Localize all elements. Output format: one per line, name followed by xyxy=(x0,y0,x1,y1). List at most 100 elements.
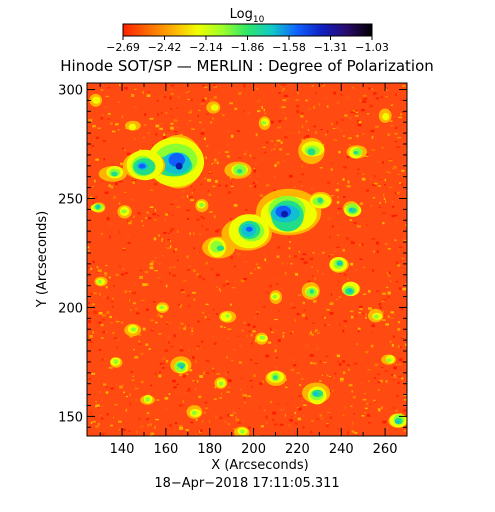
heatmap-speck xyxy=(360,360,363,362)
colorbar-tick-label: −1.58 xyxy=(272,41,306,54)
heatmap-speck xyxy=(151,144,153,147)
heatmap-speck xyxy=(175,422,177,425)
heatmap-speck xyxy=(205,372,210,374)
heatmap-speck xyxy=(95,404,100,407)
heatmap-speck xyxy=(393,374,396,377)
heatmap-speck xyxy=(220,325,223,328)
y-tick-label: 250 xyxy=(58,192,83,207)
heatmap-speck xyxy=(314,131,318,134)
heatmap-speck xyxy=(400,269,403,271)
heatmap-speck xyxy=(118,428,121,431)
polarization-feature xyxy=(388,413,407,428)
heatmap-speck xyxy=(341,119,345,121)
heatmap-speck xyxy=(401,162,404,165)
heatmap-speck xyxy=(149,206,154,208)
heatmap-speck xyxy=(145,283,149,286)
heatmap-speck xyxy=(265,421,268,425)
heatmap-speck xyxy=(314,331,317,333)
heatmap-speck xyxy=(352,396,356,399)
heatmap-speck xyxy=(402,85,406,87)
heatmap-speck xyxy=(346,155,350,159)
heatmap-speck xyxy=(255,263,259,266)
heatmap-speck xyxy=(300,258,305,260)
heatmap-speck xyxy=(178,425,183,428)
heatmap-speck xyxy=(274,143,278,146)
heatmap-speck xyxy=(179,331,181,333)
polarization-feature xyxy=(94,276,108,287)
heatmap-speck xyxy=(149,117,154,120)
heatmap-speck xyxy=(177,259,179,262)
heatmap-speck xyxy=(100,233,103,235)
polarization-feature xyxy=(341,281,361,297)
heatmap-speck xyxy=(192,380,196,382)
heatmap-speck xyxy=(165,407,168,411)
heatmap-speck xyxy=(307,280,311,284)
heatmap-speck xyxy=(214,415,218,419)
heatmap-speck xyxy=(179,349,184,352)
heatmap-speck xyxy=(398,287,402,290)
heatmap-speck xyxy=(347,278,349,280)
heatmap-speck xyxy=(131,94,135,97)
heatmap-speck xyxy=(395,93,397,96)
heatmap-speck xyxy=(187,218,190,220)
heatmap-speck xyxy=(164,349,168,352)
heatmap-speck xyxy=(139,131,141,135)
heatmap-speck xyxy=(165,284,168,288)
heatmap-speck xyxy=(403,399,407,401)
heatmap-speck xyxy=(212,367,214,369)
heatmap-speck xyxy=(368,422,371,424)
heatmap-speck xyxy=(382,161,384,164)
heatmap-speck xyxy=(243,84,246,88)
heatmap-speck xyxy=(248,426,251,429)
heatmap-speck xyxy=(315,347,320,350)
heatmap-speck xyxy=(340,380,344,383)
heatmap-speck xyxy=(302,404,307,406)
heatmap-speck xyxy=(205,261,208,265)
heatmap-speck xyxy=(276,283,279,285)
y-tick-label: 200 xyxy=(58,301,83,316)
heatmap-speck xyxy=(132,302,137,305)
heatmap-speck xyxy=(219,416,223,420)
heatmap-speck xyxy=(109,315,112,319)
heatmap-speck xyxy=(271,331,274,333)
colorbar xyxy=(122,23,373,37)
colorbar-label: Log10 xyxy=(230,7,265,25)
heatmap-speck xyxy=(397,137,402,139)
heatmap-speck xyxy=(224,373,228,376)
heatmap-speck xyxy=(330,293,332,296)
heatmap-speck xyxy=(226,356,228,359)
heatmap-speck xyxy=(160,315,163,318)
heatmap-speck xyxy=(319,167,323,169)
heatmap-speck xyxy=(93,292,97,295)
heatmap-speck xyxy=(351,241,355,244)
heatmap-speck xyxy=(147,424,149,427)
heatmap-speck xyxy=(163,133,166,137)
heatmap-speck xyxy=(181,189,185,193)
heatmap-speck xyxy=(368,87,371,90)
heatmap-speck xyxy=(383,193,385,197)
heatmap-speck xyxy=(311,274,313,278)
heatmap-speck xyxy=(182,375,186,378)
heatmap-speck xyxy=(180,322,184,325)
heatmap-speck xyxy=(359,258,363,261)
heatmap-speck xyxy=(229,102,233,105)
heatmap-speck xyxy=(282,99,287,102)
heatmap-speck xyxy=(170,84,175,87)
heatmap-speck xyxy=(198,395,202,399)
heatmap-speck xyxy=(213,96,217,99)
feature-contour xyxy=(307,148,316,156)
heatmap-speck xyxy=(230,182,232,185)
heatmap-speck xyxy=(327,217,332,220)
heatmap-speck xyxy=(281,106,286,108)
heatmap-speck xyxy=(302,414,305,418)
heatmap-speck xyxy=(303,261,308,264)
heatmap-speck xyxy=(213,342,217,345)
heatmap-speck xyxy=(252,330,256,333)
heatmap-speck xyxy=(280,86,283,89)
heatmap-speck xyxy=(313,125,316,128)
heatmap-speck xyxy=(167,212,169,214)
heatmap-speck xyxy=(216,228,221,231)
heatmap-speck xyxy=(301,377,304,380)
heatmap-speck xyxy=(336,287,338,289)
heatmap-speck xyxy=(243,397,246,400)
